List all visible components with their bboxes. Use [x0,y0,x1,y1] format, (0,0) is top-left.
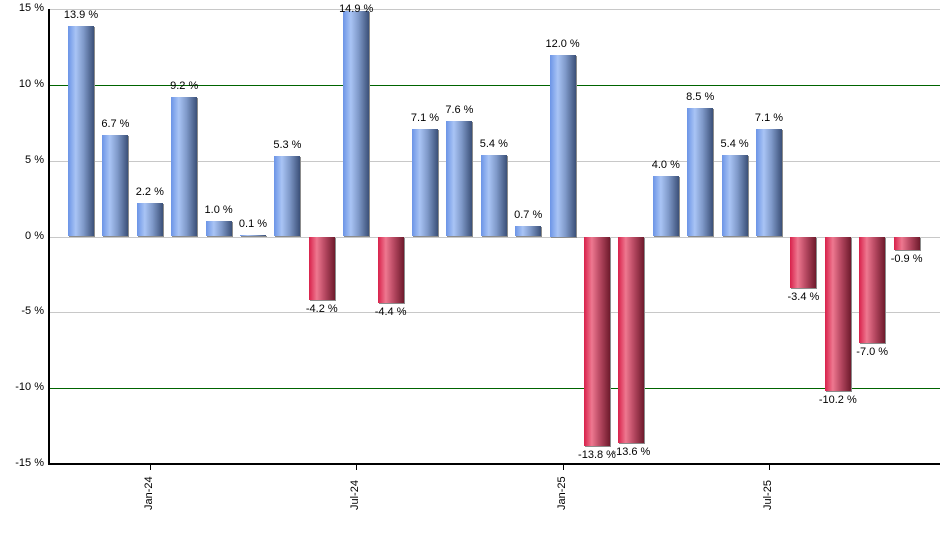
bar [859,236,886,343]
bar-value-label: 1.0 % [204,204,233,217]
y-tick-label: 0 % [25,230,44,242]
bar-value-label: -13.6 % [612,445,651,458]
bar-value-label: 5.4 % [720,137,749,150]
bar-value-label: 4.0 % [651,158,680,171]
x-tick-mark [769,465,770,470]
bar-value-label: -4.4 % [374,306,407,319]
bar [893,236,920,251]
bar-value-label: 7.1 % [410,111,440,124]
x-tick-mark [150,465,151,470]
bar [205,221,232,237]
bar-value-label: -7.0 % [856,345,889,358]
bar [652,175,679,237]
y-tick-label: 15 % [18,2,44,14]
bar [446,121,473,237]
x-tick-label: Jan-25 [556,476,568,510]
bar-value-label: 12.0 % [545,37,580,50]
bar-value-label: -13.8 % [578,448,616,461]
gridline [49,9,940,10]
bar-value-label: 9.2 % [170,79,199,92]
bar-value-label: -4.2 % [305,303,338,316]
bar [377,236,404,304]
gridline [49,388,940,389]
x-tick-label: Jul-25 [762,480,774,510]
bar [549,54,576,237]
bar [756,128,782,237]
bar [515,225,542,237]
bar [274,156,301,237]
y-tick-label: -5 % [21,305,44,317]
y-tick-label: 5 % [25,154,44,166]
bar [618,236,645,443]
gridline [49,237,940,238]
bar [68,25,94,237]
bar [687,107,714,237]
x-tick-label: Jan-24 [143,476,155,510]
bar-value-label: 6.7 % [101,117,130,130]
bar [721,154,748,237]
bar-value-label: 14.9 % [339,3,374,15]
bar-value-label: 5.3 % [273,139,302,152]
bar-value-label: 0.7 % [514,208,543,221]
x-tick-label: Jul-24 [349,480,361,510]
bar [171,96,198,237]
bar [480,154,507,237]
bar [343,10,370,237]
gridline [49,85,940,86]
bar-value-label: 0.1 % [238,217,268,230]
bar-value-label: 5.4 % [479,137,508,150]
x-tick-mark [563,465,564,470]
bar [240,234,266,237]
y-tick-label: -15 % [15,457,44,469]
bar [102,134,129,237]
bar [136,203,163,237]
bar-value-label: 7.1 % [754,111,784,124]
x-tick-mark [356,465,357,470]
y-axis-line [48,9,50,465]
bar-value-label: -3.4 % [787,291,820,304]
bar-value-label: 7.6 % [445,104,474,117]
bar [412,128,438,237]
gridline [49,312,940,313]
bar [824,236,851,392]
bar-value-label: -0.9 % [890,253,923,266]
bar [308,236,335,301]
bar [790,236,817,289]
bar-value-label: -10.2 % [818,394,857,407]
x-axis-line [48,463,940,465]
bar [584,236,610,446]
y-tick-label: 10 % [18,78,44,90]
y-tick-label: -10 % [15,381,44,393]
bar-value-label: 2.2 % [135,186,164,199]
bar-value-label: 13.9 % [63,8,99,21]
bar-value-label: 8.5 % [686,90,715,103]
